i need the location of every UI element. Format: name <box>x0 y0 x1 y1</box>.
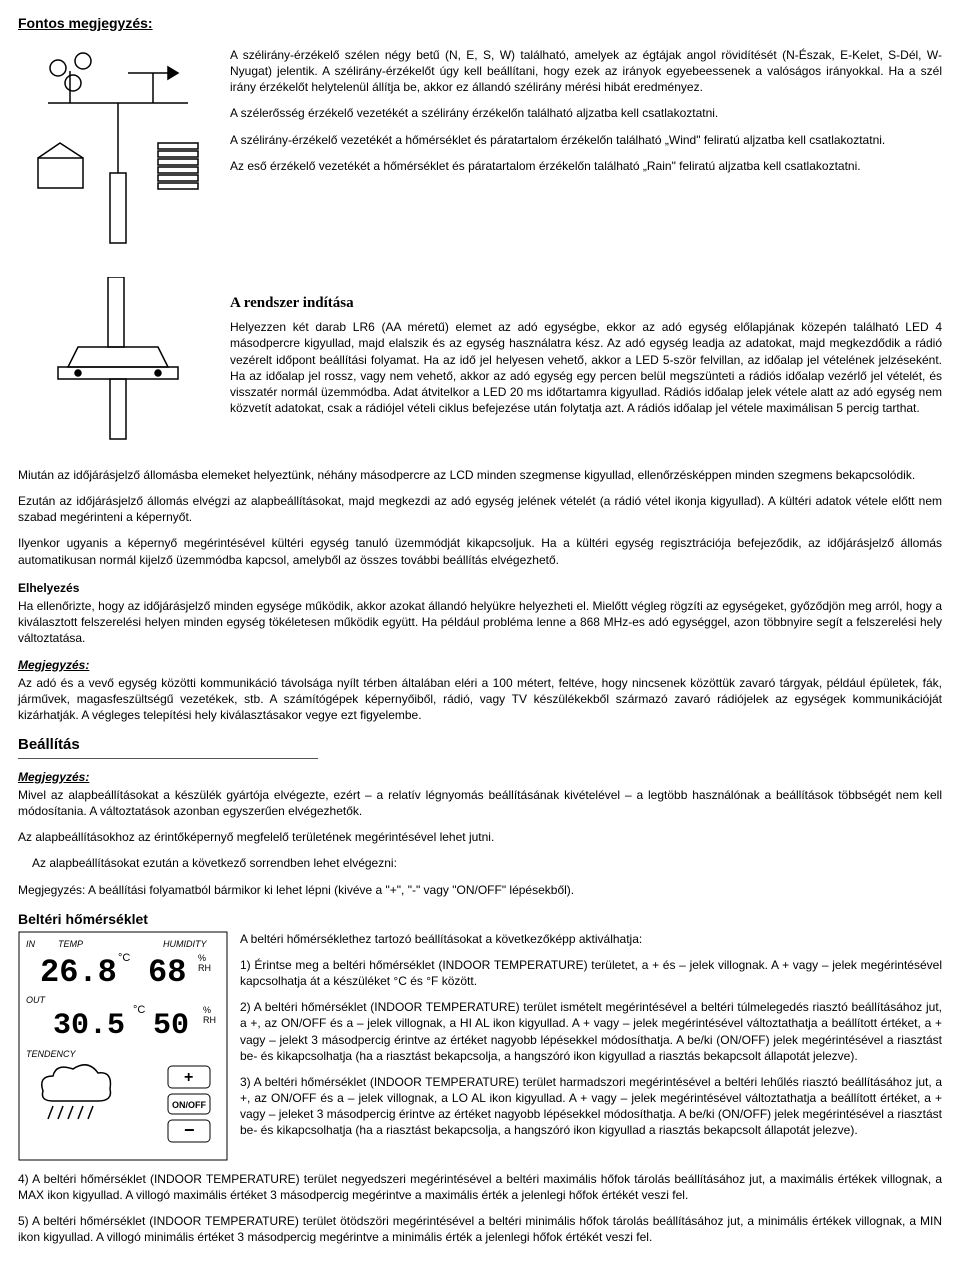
svg-text:50: 50 <box>153 1009 189 1043</box>
lcd-in-label: IN <box>26 939 36 949</box>
svg-text:−: − <box>184 1120 195 1140</box>
note1-label: Megjegyzés: <box>18 657 942 673</box>
lcd-all-segments-p: Miután az időjárásjelző állomásba elemek… <box>18 467 942 483</box>
important-note-heading: Fontos megjegyzés: <box>18 14 942 33</box>
note2-label: Megjegyzés: <box>18 769 942 785</box>
svg-text:%: % <box>198 953 206 963</box>
svg-text:HUMIDITY: HUMIDITY <box>163 939 207 949</box>
note2-p2: Az alapbeállításokhoz az érintőképernyő … <box>18 829 942 845</box>
indoor-temp-section: IN TEMP HUMIDITY 26.8 °C 68 % RH OUT 30.… <box>18 931 942 1161</box>
system-start-p1: Helyezzen két darab LR6 (AA méretű) elem… <box>230 319 942 416</box>
wind-p1: A szélirány-érzékelő szélen négy betű (N… <box>230 47 942 96</box>
section-system-start: A rendszer indítása Helyezzen két darab … <box>18 277 942 457</box>
svg-text:RH: RH <box>198 963 211 973</box>
base-settings-p: Ezután az időjárásjelző állomás elvégzi … <box>18 493 942 525</box>
note1-p: Az adó és a vevő egység közötti kommunik… <box>18 675 942 724</box>
placement-p: Ha ellenőrizte, hogy az időjárásjelző mi… <box>18 598 942 647</box>
svg-text:30.5: 30.5 <box>53 1009 125 1043</box>
indoor-p1: 1) Érintse meg a beltéri hőmérséklet (IN… <box>240 957 942 989</box>
wind-p3: A szélirány-érzékelő vezetékét a hőmérsé… <box>230 132 942 148</box>
note2-p3: Az alapbeállításokat ezután a következő … <box>32 855 942 871</box>
section-wind-sensor: A szélirány-érzékelő szélen négy betű (N… <box>18 43 942 263</box>
svg-text:°C: °C <box>133 1004 145 1016</box>
lcd-illustration: IN TEMP HUMIDITY 26.8 °C 68 % RH OUT 30.… <box>18 931 228 1161</box>
indoor-intro: A beltéri hőmérséklethez tartozó beállít… <box>240 931 942 947</box>
svg-text:OUT: OUT <box>26 995 47 1005</box>
svg-text:+: + <box>184 1069 193 1086</box>
svg-text:%: % <box>203 1005 211 1015</box>
svg-text:RH: RH <box>203 1015 216 1025</box>
wind-p4: Az eső érzékelő vezetékét a hőmérséklet … <box>230 158 942 174</box>
indoor-temp-heading: Beltéri hőmérséklet <box>18 910 942 929</box>
svg-text:TEMP: TEMP <box>58 939 83 949</box>
placement-heading: Elhelyezés <box>18 580 942 596</box>
note2-p4: Megjegyzés: A beállítási folyamatból bár… <box>18 882 942 898</box>
indoor-p4: 4) A beltéri hőmérséklet (INDOOR TEMPERA… <box>18 1171 942 1203</box>
indoor-p3: 3) A beltéri hőmérséklet (INDOOR TEMPERA… <box>240 1074 942 1139</box>
svg-text:68: 68 <box>148 954 186 991</box>
settings-separator <box>18 758 318 759</box>
svg-text:ON/OFF: ON/OFF <box>172 1100 206 1110</box>
note2-p1: Mivel az alapbeállításokat a készülék gy… <box>18 787 942 819</box>
svg-text:26.8: 26.8 <box>40 954 117 991</box>
svg-text:TENDENCY: TENDENCY <box>26 1049 77 1059</box>
system-start-heading: A rendszer indítása <box>230 293 942 313</box>
indoor-p5: 5) A beltéri hőmérséklet (INDOOR TEMPERA… <box>18 1213 942 1245</box>
wind-p2: A szélerősség érzékelő vezetékét a széli… <box>230 105 942 121</box>
svg-text:°C: °C <box>118 952 130 964</box>
settings-heading: Beállítás <box>18 735 942 755</box>
indoor-p2: 2) A beltéri hőmérséklet (INDOOR TEMPERA… <box>240 999 942 1064</box>
wind-sensor-illustration <box>18 43 218 263</box>
mounting-illustration <box>18 277 218 457</box>
touch-warning-p: Ilyenkor ugyanis a képernyő megérintésév… <box>18 535 942 567</box>
